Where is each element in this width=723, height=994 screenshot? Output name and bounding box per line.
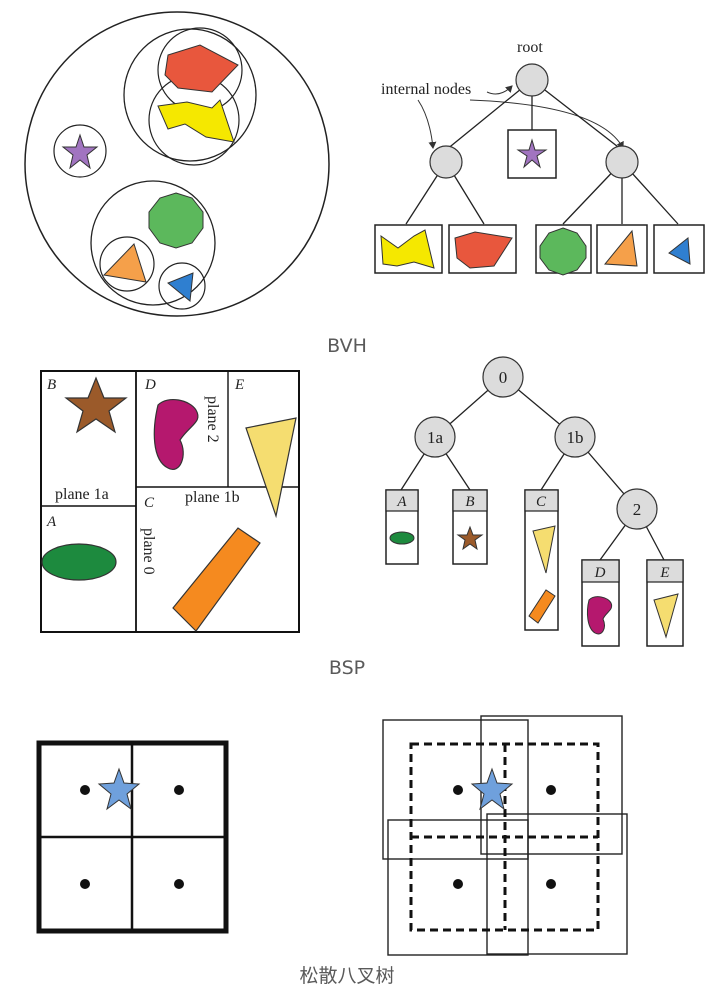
bsp-node-1a-label: 1a xyxy=(427,428,444,447)
bvh-leaf-green-shape xyxy=(539,227,587,276)
octree-cell-center xyxy=(546,879,556,889)
bsp-region-e: E xyxy=(234,377,244,393)
bsp-leaf-d-blob xyxy=(586,596,613,635)
bsp-region-d: D xyxy=(144,377,156,393)
octree-loose-box-bl xyxy=(387,819,529,956)
octree-regular-grid xyxy=(36,740,229,934)
bsp-node-2 xyxy=(616,488,658,530)
bvh-arrow-left xyxy=(417,99,437,149)
bsp-leaf-e-label: E xyxy=(659,565,669,581)
octree-cell-center xyxy=(80,879,90,889)
bvh-blue-triangle xyxy=(167,272,194,302)
octree-loose-grid xyxy=(382,715,628,956)
caption-loose-octree: 松散八叉树 xyxy=(299,965,394,987)
bvh-orange-triangle xyxy=(102,243,147,283)
octree-cell-center xyxy=(174,785,184,795)
bvh-green-polygon xyxy=(148,192,204,249)
bvh-outer-circle xyxy=(24,11,330,317)
bvh-leaf-star-shape xyxy=(516,138,548,169)
bvh-root-label: root xyxy=(517,39,543,56)
bvh-leaf-red-shape xyxy=(454,231,513,269)
octree-loose-box-br xyxy=(486,813,628,955)
bsp-plane-1a-label: plane 1a xyxy=(55,486,109,503)
bvh-edge xyxy=(445,79,533,151)
bsp-yellow-triangle xyxy=(245,417,297,519)
bvh-red-shape xyxy=(164,44,239,93)
bvh-bottom-circle xyxy=(90,180,216,306)
bvh-star-circle xyxy=(53,124,107,178)
bsp-leaf-e-header xyxy=(646,559,684,583)
bsp-brown-star xyxy=(64,376,128,434)
bvh-arrow-to-root xyxy=(486,85,513,95)
bsp-node-1b-label: 1b xyxy=(567,428,584,447)
octree-cell-center xyxy=(546,785,556,795)
octree-cell-center xyxy=(453,879,463,889)
bsp-leaf-c-header xyxy=(524,489,559,512)
bvh-leaf-orange-shape xyxy=(603,229,638,267)
bvh-internal-nodes-label: internal nodes xyxy=(381,81,471,98)
bsp-region-b: B xyxy=(47,377,56,393)
octree-cell-center xyxy=(453,785,463,795)
bsp-region-c: C xyxy=(144,495,155,511)
bvh-tree: root internal nodes xyxy=(374,39,705,276)
bsp-outer-box xyxy=(40,370,300,633)
octree-blue-star xyxy=(97,767,141,811)
bsp-leaf-c-triangle xyxy=(532,525,556,574)
bvh-internal-node-right xyxy=(605,145,639,179)
bsp-node-0-label: 0 xyxy=(499,368,508,387)
bvh-leaf-blue-shape xyxy=(668,237,691,265)
bsp-leaf-a-label: A xyxy=(396,494,407,510)
bsp-leaf-b-star xyxy=(456,525,484,551)
bvh-edge xyxy=(531,79,623,151)
octree-loose-box-tl xyxy=(382,719,529,860)
bsp-leaf-b-label: B xyxy=(465,494,474,510)
bsp-leaf-e-triangle xyxy=(653,593,679,639)
octree-cell-center xyxy=(80,785,90,795)
bsp-orange-rectangle xyxy=(172,527,261,632)
bsp-region-a: A xyxy=(46,514,57,530)
octree-cell-center xyxy=(174,879,184,889)
bsp-node-0 xyxy=(482,356,524,398)
bsp-plane-0-label: plane 0 xyxy=(140,528,157,575)
bsp-scene: B D E A C plane 1a plane 1b plane 2 plan… xyxy=(40,370,300,633)
bvh-internal-node-left xyxy=(429,145,463,179)
bsp-green-ellipse xyxy=(41,543,117,581)
bvh-root-node xyxy=(515,63,549,97)
caption-bsp: BSP xyxy=(329,657,365,679)
bsp-leaf-c-rectangle xyxy=(528,589,556,624)
bvh-blue-circle xyxy=(158,262,206,310)
bvh-leaf-yellow-shape xyxy=(380,229,435,269)
bsp-leaf-a-header xyxy=(385,489,419,512)
bsp-node-1b xyxy=(554,416,596,458)
bvh-purple-star xyxy=(61,133,99,170)
octree-loose-blue-star xyxy=(470,767,514,811)
bsp-leaf-c-label: C xyxy=(536,494,547,510)
bsp-plane-2-label: plane 2 xyxy=(204,396,221,443)
bsp-leaf-d-header xyxy=(581,559,620,583)
bsp-leaf-a-ellipse xyxy=(389,531,415,545)
bvh-arrow-right xyxy=(469,99,624,149)
bsp-node-1a xyxy=(414,416,456,458)
bvh-orange-circle xyxy=(99,236,155,292)
bvh-yellow-shape xyxy=(157,99,235,143)
bsp-plane-1b-label: plane 1b xyxy=(185,489,240,506)
bvh-scene xyxy=(24,11,330,317)
bsp-node-2-label: 2 xyxy=(633,500,642,519)
bsp-leaf-d-label: D xyxy=(594,565,606,581)
bsp-tree: 0 1a 1b 2 A B C D E xyxy=(385,356,684,647)
caption-bvh: BVH xyxy=(327,335,367,357)
bsp-leaf-b-header xyxy=(452,489,488,512)
bsp-magenta-blob xyxy=(153,398,199,471)
